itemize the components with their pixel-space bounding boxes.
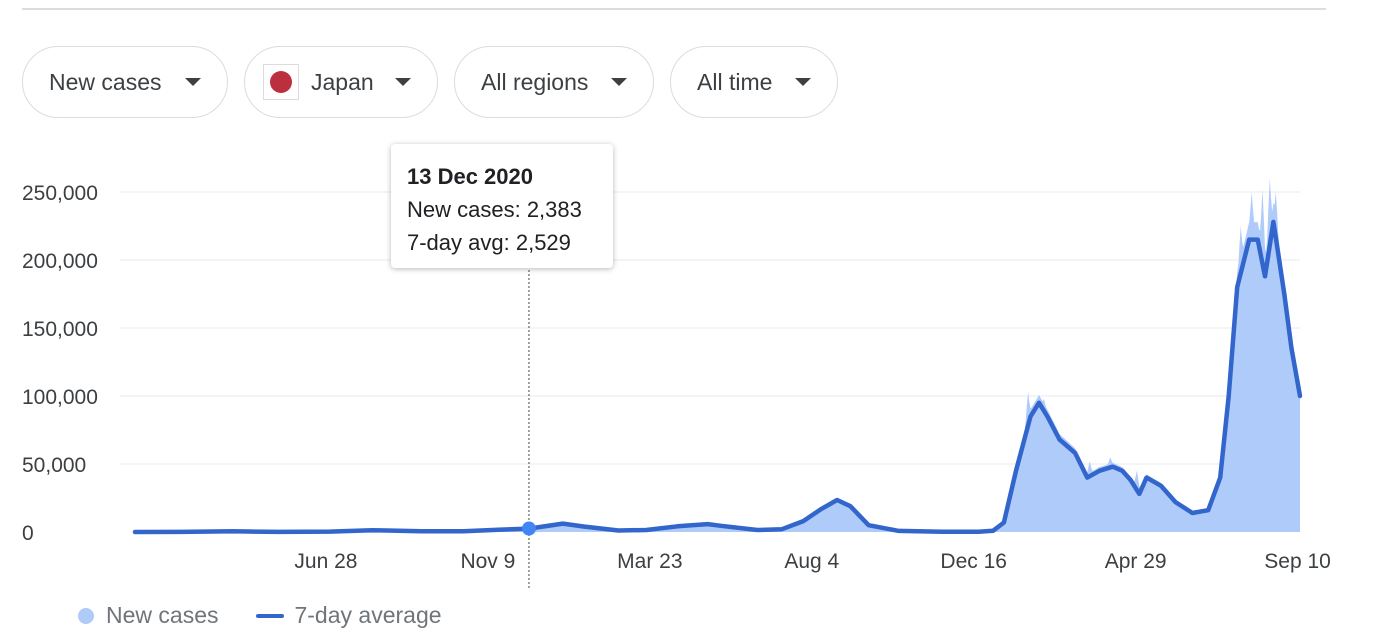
x-tick-label: Aug 4 — [784, 550, 839, 573]
caret-down-icon — [795, 78, 811, 86]
tooltip-date: 13 Dec 2020 — [407, 164, 533, 189]
highlight-point — [521, 521, 536, 536]
filter-bar: New cases Japan All regions All time — [22, 46, 838, 118]
new-cases-legend-swatch — [78, 607, 94, 624]
metric-dropdown-label: New cases — [49, 68, 162, 95]
region-dropdown[interactable]: All regions — [454, 46, 654, 118]
time-range-dropdown[interactable]: All time — [670, 46, 838, 118]
cases-chart[interactable]: 0 50,000 100,000 150,000 200,000 250,000 Jun 2… — [0, 0, 1384, 600]
y-tick-label: 200,000 — [22, 250, 98, 273]
y-tick-label: 50,000 — [22, 454, 86, 477]
country-dropdown[interactable]: Japan — [244, 46, 438, 118]
x-tick-label: Jun 28 — [294, 550, 357, 573]
x-tick-label: Sep 10 — [1264, 550, 1331, 573]
caret-down-icon — [185, 78, 201, 86]
caret-down-icon — [395, 78, 411, 86]
x-tick-label: Dec 16 — [940, 550, 1007, 573]
chart-legend: New cases 7-day average — [78, 602, 442, 629]
tooltip-new-cases: New cases: 2,383 — [407, 197, 582, 222]
japan-flag-icon — [263, 64, 299, 100]
region-dropdown-label: All regions — [481, 68, 589, 95]
average-legend-label: 7-day average — [294, 602, 442, 628]
y-tick-label: 0 — [22, 522, 34, 545]
country-dropdown-label: Japan — [311, 68, 374, 95]
x-tick-label: Nov 9 — [460, 550, 515, 573]
top-divider — [22, 8, 1326, 10]
tooltip-average: 7-day avg: 2,529 — [407, 230, 571, 255]
new-cases-legend-label: New cases — [106, 602, 219, 628]
average-legend-swatch — [256, 613, 285, 618]
caret-down-icon — [611, 78, 627, 86]
new-cases-bars — [135, 178, 1300, 532]
y-tick-label: 150,000 — [22, 318, 98, 341]
chart-tooltip: 13 Dec 2020 New cases: 2,383 7-day avg: … — [391, 144, 613, 268]
time-range-dropdown-label: All time — [697, 68, 773, 95]
metric-dropdown[interactable]: New cases — [22, 46, 228, 118]
y-tick-label: 250,000 — [22, 182, 98, 205]
x-tick-label: Apr 29 — [1105, 550, 1167, 573]
y-tick-label: 100,000 — [22, 386, 98, 409]
x-tick-label: Mar 23 — [617, 550, 682, 573]
